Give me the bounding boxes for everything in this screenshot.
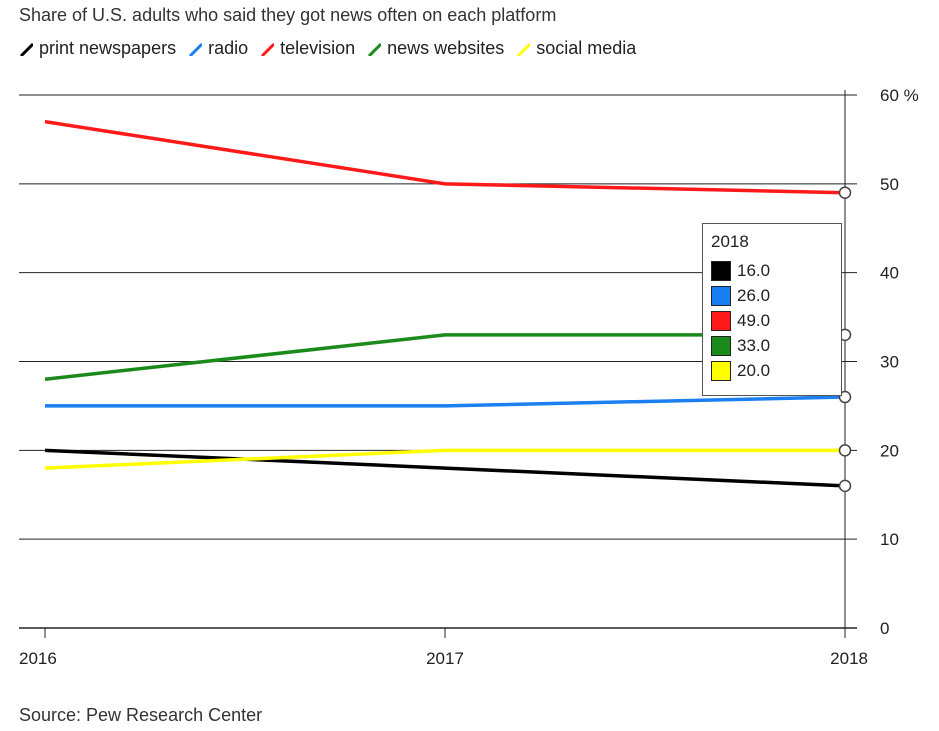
x-tick-label: 2018 bbox=[830, 649, 868, 668]
legend-item-radio[interactable]: radio bbox=[188, 38, 248, 59]
legend-slash-icon bbox=[368, 42, 382, 56]
source-note: Source: Pew Research Center bbox=[19, 705, 263, 725]
y-tick-label: 0 bbox=[880, 619, 889, 638]
hover-point-marker bbox=[838, 444, 852, 457]
legend: print newspapers radio television news webs… bbox=[19, 38, 648, 59]
x-tick-label: 2016 bbox=[19, 649, 57, 668]
tooltip-value: 26.0 bbox=[737, 285, 771, 305]
tooltip-color-swatch bbox=[711, 360, 731, 381]
tooltip-color-swatch bbox=[711, 335, 731, 356]
chart-title: Share of U.S. adults who said they got n… bbox=[19, 5, 557, 25]
legend-label: news websites bbox=[387, 38, 505, 58]
series-line-television bbox=[44, 119, 846, 195]
tooltip-row: 49.0 bbox=[711, 308, 841, 333]
legend-slash-icon bbox=[19, 42, 33, 56]
y-tick-label: 30 bbox=[880, 353, 899, 372]
tooltip-value: 20.0 bbox=[737, 360, 771, 380]
tooltip-row: 26.0 bbox=[711, 283, 841, 308]
y-tick-label: 40 bbox=[880, 264, 899, 283]
tooltip-value: 16.0 bbox=[737, 260, 771, 280]
series-line-radio bbox=[45, 395, 846, 408]
legend-item-print-newspapers[interactable]: print newspapers bbox=[19, 38, 176, 59]
hover-tooltip: 2018 16.0 26.0 49.0 33.0 20.0 bbox=[702, 223, 842, 396]
y-tick-label: 20 bbox=[880, 441, 899, 460]
legend-slash-icon bbox=[261, 42, 275, 56]
tooltip-color-swatch bbox=[711, 310, 731, 331]
legend-slash-icon bbox=[517, 42, 531, 56]
y-tick-label: 50 bbox=[880, 175, 899, 194]
legend-item-news-websites[interactable]: news websites bbox=[367, 38, 504, 59]
tooltip-row: 33.0 bbox=[711, 333, 841, 358]
tooltip-row: 20.0 bbox=[711, 358, 841, 383]
series-line-print-newspapers bbox=[44, 448, 846, 488]
tooltip-color-swatch bbox=[711, 285, 731, 306]
tooltip-row: 16.0 bbox=[711, 258, 841, 283]
tooltip-year: 2018 bbox=[711, 232, 749, 251]
legend-label: radio bbox=[208, 38, 249, 58]
tooltip-color-swatch bbox=[711, 260, 731, 281]
series-line-social-media bbox=[44, 448, 845, 470]
hover-point-marker bbox=[838, 479, 852, 493]
tooltip-value: 33.0 bbox=[737, 335, 771, 355]
legend-item-social-media[interactable]: social media bbox=[516, 38, 636, 59]
legend-label: social media bbox=[536, 38, 637, 58]
hover-point-marker bbox=[838, 186, 852, 199]
legend-label: print newspapers bbox=[39, 38, 177, 58]
legend-slash-icon bbox=[189, 42, 203, 56]
legend-item-television[interactable]: television bbox=[260, 38, 355, 59]
hover-point-marker bbox=[838, 390, 852, 404]
tooltip-value: 49.0 bbox=[737, 310, 771, 330]
y-tick-label: 10 bbox=[880, 530, 899, 549]
x-tick-label: 2017 bbox=[426, 649, 464, 668]
legend-label: television bbox=[280, 38, 356, 58]
y-tick-label: 60 % bbox=[880, 86, 919, 105]
